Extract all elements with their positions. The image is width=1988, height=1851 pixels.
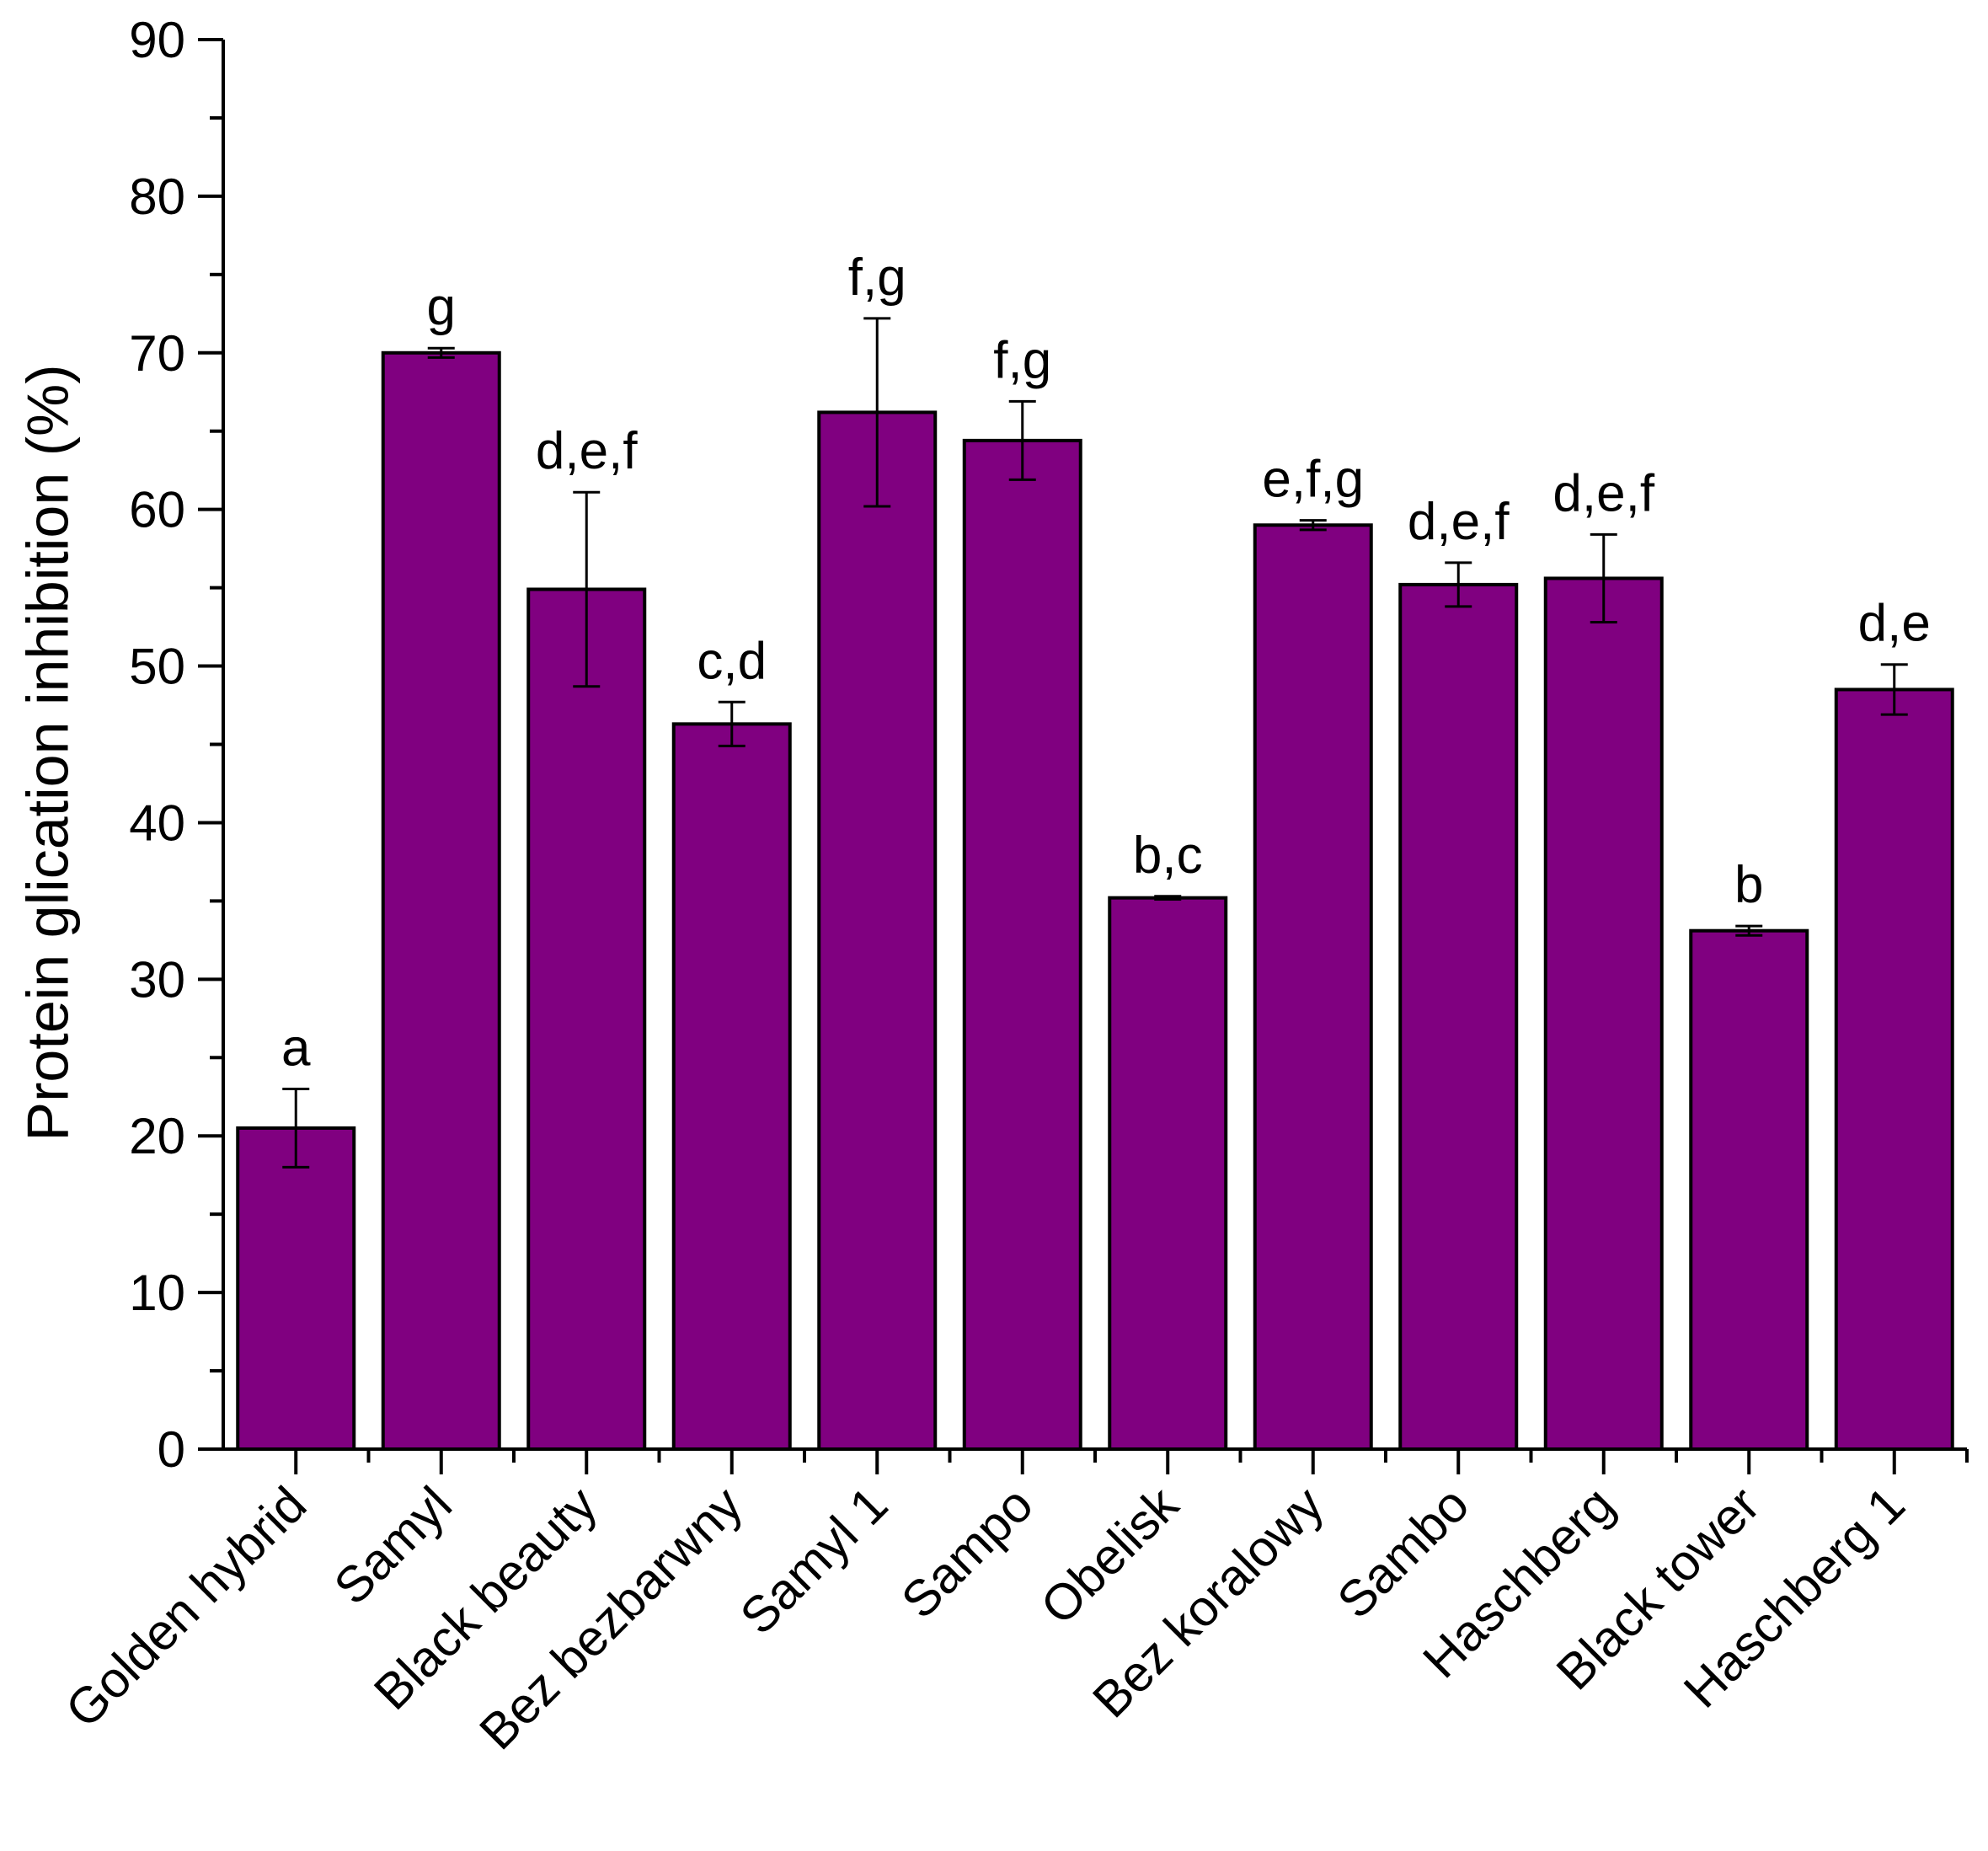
significance-label: g xyxy=(427,278,456,336)
significance-label: f,g xyxy=(848,249,906,307)
bar xyxy=(671,722,792,1451)
bar xyxy=(1543,576,1664,1451)
x-tick-label: Bez bezbarwny xyxy=(468,1476,752,1760)
significance-label: d,e,f xyxy=(1552,464,1654,522)
x-tick-label: Samyl 1 xyxy=(729,1476,899,1645)
bar xyxy=(1398,582,1519,1451)
y-tick-label: 10 xyxy=(129,1265,185,1321)
significance-label: f,g xyxy=(993,331,1051,389)
significance-label: a xyxy=(281,1019,311,1077)
bar xyxy=(1253,523,1373,1451)
error-bars xyxy=(282,317,1908,1169)
bar xyxy=(236,1126,356,1451)
significance-label: d,e,f xyxy=(1408,493,1510,551)
bar xyxy=(526,587,647,1451)
y-axis-title: Protein glication inhibition (%) xyxy=(14,364,80,1141)
y-tick-label: 20 xyxy=(129,1108,185,1164)
y-tick-label: 0 xyxy=(158,1421,185,1478)
y-tick-label: 60 xyxy=(129,482,185,538)
bar xyxy=(817,410,938,1452)
bar xyxy=(381,350,501,1451)
y-tick-label: 80 xyxy=(129,169,185,225)
y-tick-label: 30 xyxy=(129,951,185,1008)
x-tick-label: Sampo xyxy=(890,1476,1044,1629)
y-tick-label: 70 xyxy=(129,325,185,382)
x-tick-label: Samyl xyxy=(323,1476,462,1615)
x-axis-ticks xyxy=(294,1449,1969,1474)
significance-label: d,e,f xyxy=(536,422,638,480)
y-axis-ticks: 0 10 20 30 40 50 60 70 80 90 xyxy=(129,12,223,1478)
significance-label: b xyxy=(1734,856,1763,914)
bar xyxy=(962,438,1082,1451)
bar xyxy=(1689,928,1809,1451)
significance-label: e,f,g xyxy=(1262,451,1364,509)
y-tick-label: 40 xyxy=(129,794,185,851)
significance-label: d,e xyxy=(1858,595,1931,653)
significance-labels: a g d,e,f c,d f,g f,g b,c e,f,g d,e,f d,e,f b d,e xyxy=(281,249,1931,1078)
y-tick-label: 50 xyxy=(129,639,185,695)
y-tick-label: 90 xyxy=(129,12,185,68)
significance-label: c,d xyxy=(697,632,767,690)
bars xyxy=(236,350,1954,1452)
x-tick-label: Golden hybrid xyxy=(55,1476,318,1739)
significance-label: b,c xyxy=(1133,827,1203,885)
bar xyxy=(1108,896,1228,1452)
bar xyxy=(1834,687,1954,1451)
